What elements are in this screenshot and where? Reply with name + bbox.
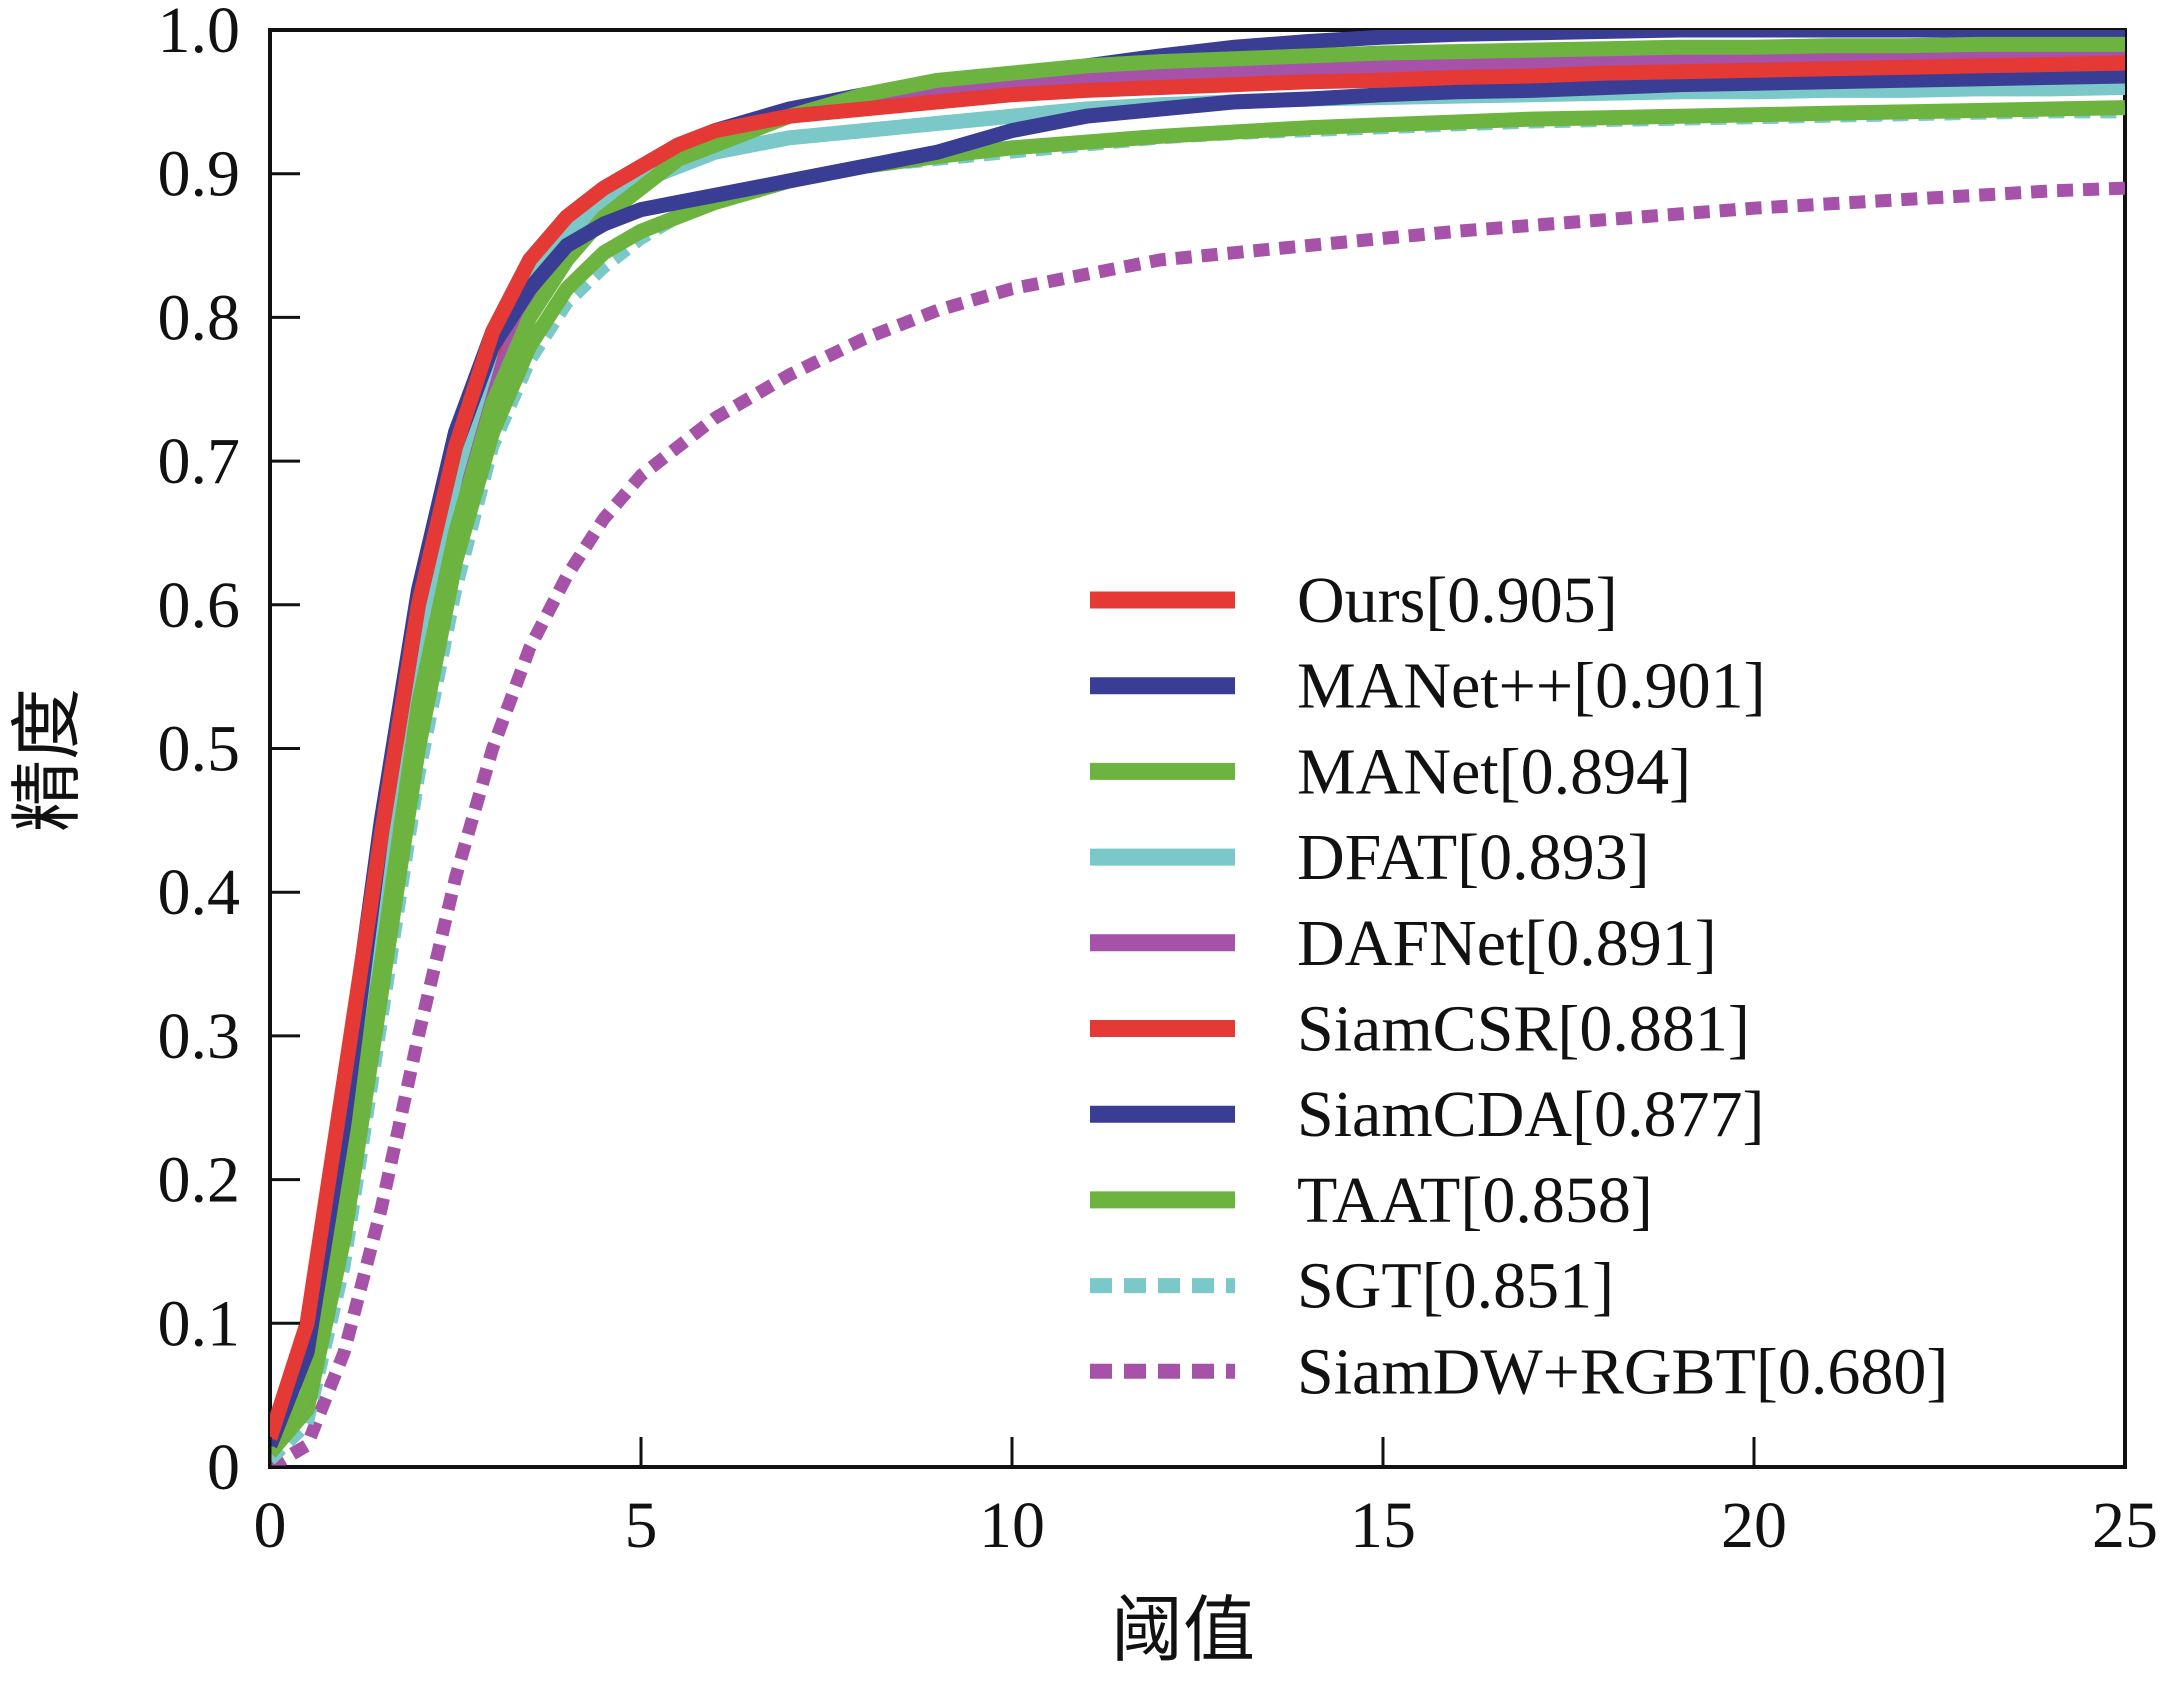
legend-label: MANet[0.894] (1297, 735, 1691, 808)
series-line-2 (270, 36, 2125, 1457)
legend-label: DFAT[0.893] (1297, 821, 1650, 894)
series-line-9 (270, 181, 2125, 1467)
x-axis: 0 5 10 15 20 25 (254, 1437, 2158, 1562)
y-tick-label: 0.3 (158, 1000, 241, 1073)
y-tick-label: 0.5 (158, 713, 241, 786)
series-group (270, 30, 2125, 1467)
x-tick-label: 5 (625, 1489, 658, 1562)
x-tick-label: 20 (1721, 1489, 1787, 1562)
y-tick-label: 0.9 (158, 138, 241, 211)
y-tick-label: 1.0 (158, 0, 241, 67)
x-tick-label: 10 (979, 1489, 1045, 1562)
legend-label: MANet++[0.901] (1297, 650, 1766, 723)
legend-label: DAFNet[0.891] (1297, 907, 1717, 980)
y-tick-label: 0.2 (158, 1144, 241, 1217)
series-line-0 (270, 55, 2125, 1441)
legend-label: SiamCDA[0.877] (1297, 1078, 1764, 1151)
x-tick-label: 15 (1350, 1489, 1416, 1562)
y-tick-label: 0.4 (158, 856, 241, 929)
legend-label: SiamDW+RGBT[0.680] (1297, 1335, 1948, 1408)
legend-label: TAAT[0.858] (1297, 1164, 1653, 1237)
y-tick-label: 0.6 (158, 569, 241, 642)
y-axis-title: 精度 (8, 688, 88, 832)
x-axis-title: 阈值 (1111, 1591, 1255, 1671)
legend-label: SGT[0.851] (1297, 1250, 1614, 1323)
y-tick-label: 0.1 (158, 1287, 241, 1360)
x-tick-label: 0 (254, 1489, 287, 1562)
series-line-3 (270, 80, 2125, 1457)
series-line-7 (270, 100, 2125, 1458)
y-tick-label: 0.7 (158, 425, 241, 498)
legend: Ours[0.905] MANet++[0.901] MANet[0.894] DFA… (1090, 564, 1948, 1408)
x-tick-label: 25 (2092, 1489, 2158, 1562)
legend-label: SiamCSR[0.881] (1297, 993, 1750, 1066)
legend-label: Ours[0.905] (1297, 564, 1618, 637)
y-tick-label: 0 (207, 1431, 240, 1504)
y-axis: 0 0.1 0.2 0.3 0.4 0.5 0.6 0.7 0.8 0.9 1.0 (158, 0, 300, 1504)
y-tick-label: 0.8 (158, 281, 241, 354)
